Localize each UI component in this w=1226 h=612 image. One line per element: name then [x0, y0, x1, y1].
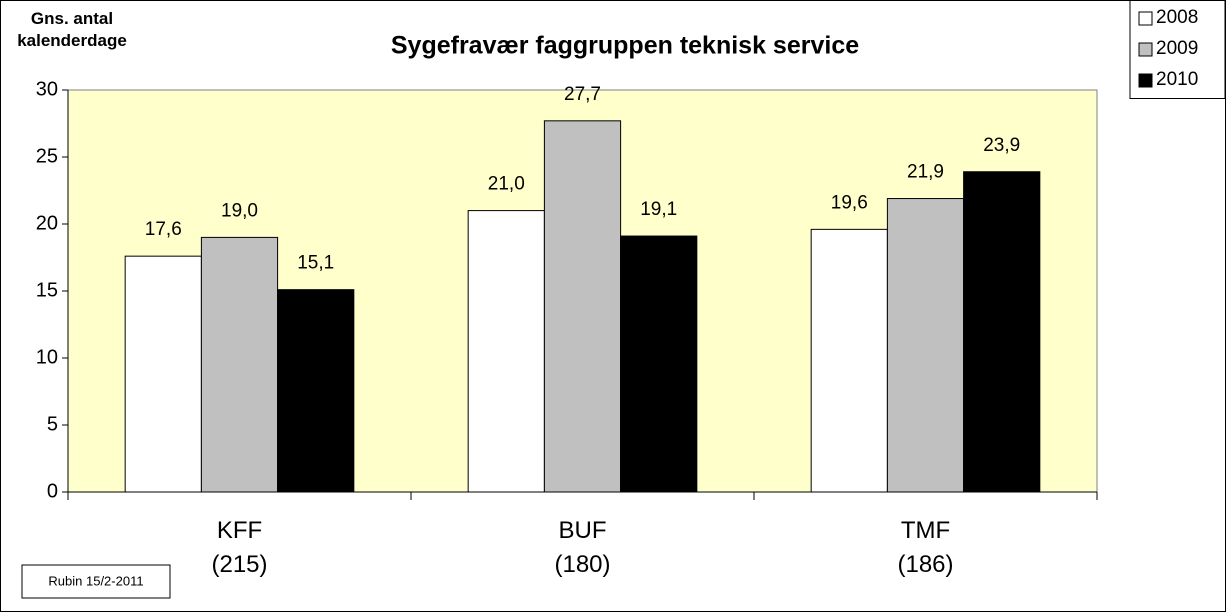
value-label: 19,0	[221, 200, 258, 221]
legend-label: 2010	[1156, 69, 1198, 90]
value-label: 17,6	[145, 219, 182, 240]
x-tick-label: KFF (215)	[211, 517, 267, 578]
y-tick-label: 25	[36, 145, 58, 167]
value-label: 21,9	[907, 162, 944, 183]
value-label: 21,0	[488, 174, 525, 195]
bar	[963, 171, 1041, 493]
legend-label: 2009	[1156, 38, 1198, 59]
bar	[810, 228, 888, 493]
x-tick-label: TMF (186)	[897, 517, 953, 578]
bar	[277, 289, 355, 493]
x-tick-label: BUF (180)	[554, 517, 610, 578]
value-label: 19,1	[640, 199, 677, 220]
value-label: 19,6	[831, 192, 868, 213]
annotation-box	[21, 564, 171, 599]
legend-swatch	[1138, 42, 1153, 57]
bar	[886, 198, 965, 493]
bar	[124, 255, 202, 493]
y-axis-label: Gns. antal kalenderdage	[17, 9, 127, 50]
legend-label: 2008	[1156, 7, 1198, 28]
y-tick-label: 5	[47, 413, 58, 435]
y-tick-label: 0	[47, 480, 58, 502]
bar	[620, 235, 698, 493]
bar	[467, 210, 545, 493]
y-tick-label: 10	[36, 346, 58, 368]
chart-title: Sygefravær faggruppen teknisk service	[391, 32, 859, 60]
y-tick-label: 30	[36, 78, 58, 100]
legend-swatch	[1138, 73, 1153, 88]
bar	[543, 120, 622, 493]
annotation: Rubin 15/2-2011	[48, 573, 143, 588]
y-tick-label: 15	[36, 279, 58, 301]
legend-swatch	[1138, 11, 1153, 26]
value-label: 27,7	[564, 84, 601, 105]
value-label: 15,1	[297, 253, 334, 274]
value-label: 23,9	[983, 135, 1020, 156]
y-tick-label: 20	[36, 212, 58, 234]
bar	[200, 236, 279, 493]
